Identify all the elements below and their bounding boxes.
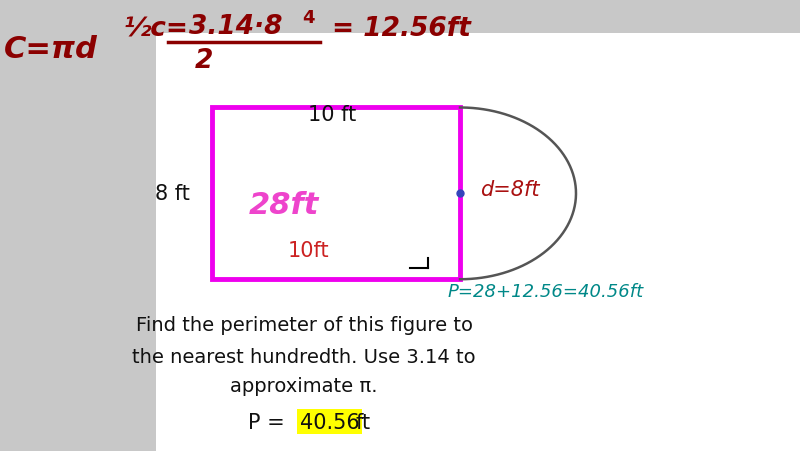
Text: 2: 2 <box>195 48 213 74</box>
Text: = 12.56ft: = 12.56ft <box>332 16 471 42</box>
Text: 4: 4 <box>302 9 314 27</box>
Text: ½c=: ½c= <box>124 16 189 42</box>
Text: P=28+12.56=40.56ft: P=28+12.56=40.56ft <box>448 282 644 300</box>
Text: approximate π.: approximate π. <box>230 376 378 395</box>
Text: 3.14·8: 3.14·8 <box>190 14 282 40</box>
Bar <box>212 108 460 280</box>
Text: the nearest hundredth. Use 3.14 to: the nearest hundredth. Use 3.14 to <box>132 347 476 366</box>
Text: ft: ft <box>356 412 371 432</box>
Text: Find the perimeter of this figure to: Find the perimeter of this figure to <box>135 315 473 334</box>
Text: P =: P = <box>248 412 285 432</box>
Text: 8 ft: 8 ft <box>154 184 190 204</box>
Text: 40.56: 40.56 <box>300 412 360 432</box>
Text: C=πd: C=πd <box>4 35 98 64</box>
Text: 10ft: 10ft <box>287 240 329 260</box>
Text: 10 ft: 10 ft <box>308 105 356 125</box>
Text: 28ft: 28ft <box>249 191 319 220</box>
Bar <box>156 34 800 451</box>
Text: d=8ft: d=8ft <box>480 179 539 199</box>
